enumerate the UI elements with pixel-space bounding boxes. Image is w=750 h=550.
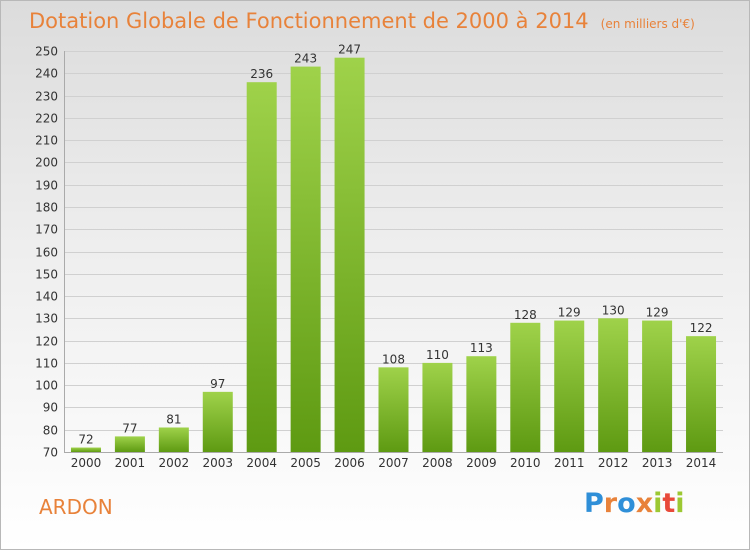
data-label: 129 (646, 306, 669, 320)
y-tick-label: 90 (43, 401, 58, 415)
data-label: 97 (210, 377, 225, 391)
data-label: 236 (250, 67, 273, 81)
logo-letter: o (617, 488, 636, 519)
x-tick-label: 2007 (378, 456, 409, 470)
x-tick-label: 2013 (642, 456, 673, 470)
bar-2003 (202, 391, 233, 452)
x-tick-label: 2014 (686, 456, 717, 470)
y-tick-label: 210 (35, 134, 58, 148)
y-tick-label: 130 (35, 312, 58, 326)
x-tick-label: 2006 (334, 456, 365, 470)
data-label: 128 (514, 308, 537, 322)
y-tick-label: 250 (35, 45, 58, 59)
x-tick-label: 2008 (422, 456, 453, 470)
x-tick-label: 2004 (246, 456, 277, 470)
x-tick-label: 2001 (115, 456, 146, 470)
bar-2008 (422, 362, 453, 452)
bar-2000 (70, 447, 101, 452)
logo-letter: x (635, 488, 654, 519)
proxiti-logo: Proxiti (584, 488, 685, 519)
x-tick-label: 2000 (71, 456, 102, 470)
logo-letter: t (662, 488, 676, 519)
logo-letter: P (584, 488, 604, 519)
logo-letter: i (675, 488, 685, 519)
y-tick-label: 110 (35, 357, 58, 371)
bar-2013 (642, 320, 673, 452)
bar-2014 (686, 336, 717, 452)
x-tick-label: 2010 (510, 456, 541, 470)
x-tick-label: 2009 (466, 456, 497, 470)
bar-2004 (246, 82, 277, 452)
bar-2010 (510, 322, 541, 452)
y-tick-label: 170 (35, 223, 58, 237)
bar-2001 (114, 436, 145, 452)
bar-2012 (598, 318, 629, 452)
y-tick-label: 150 (35, 268, 58, 282)
x-tick-label: 2005 (290, 456, 321, 470)
x-tick-label: 2002 (159, 456, 190, 470)
data-label: 247 (338, 43, 361, 57)
y-tick-label: 70 (43, 446, 58, 460)
y-tick-label: 100 (35, 379, 58, 393)
data-label: 113 (470, 341, 493, 355)
data-label: 72 (78, 433, 93, 447)
logo-letter: i (653, 488, 663, 519)
y-tick-label: 220 (35, 112, 58, 126)
commune-name: ARDON (39, 495, 113, 519)
y-tick-label: 80 (43, 424, 58, 438)
x-tick-label: 2011 (554, 456, 585, 470)
data-label: 110 (426, 348, 449, 362)
y-tick-label: 180 (35, 201, 58, 215)
data-label: 243 (294, 52, 317, 66)
bar-2009 (466, 356, 497, 452)
title-text: Dotation Globale de Fonctionnement de 20… (29, 9, 589, 33)
bar-2005 (290, 66, 321, 452)
bar-2006 (334, 57, 365, 452)
y-tick-label: 200 (35, 156, 58, 170)
x-tick-label: 2012 (598, 456, 629, 470)
x-tick-label: 2003 (202, 456, 233, 470)
logo-letter: r (603, 488, 618, 519)
y-tick-label: 120 (35, 335, 58, 349)
y-tick-label: 230 (35, 90, 58, 104)
data-label: 77 (122, 421, 137, 435)
bar-2011 (554, 320, 585, 452)
bar-2007 (378, 367, 409, 452)
bar-2002 (158, 427, 189, 452)
chart-subtitle: (en milliers d'€) (600, 17, 695, 31)
data-label: 130 (602, 303, 625, 317)
data-label: 122 (690, 321, 713, 335)
y-tick-label: 190 (35, 179, 58, 193)
y-tick-label: 140 (35, 290, 58, 304)
y-tick-label: 160 (35, 246, 58, 260)
data-label: 108 (382, 352, 405, 366)
data-label: 129 (558, 306, 581, 320)
chart-title: Dotation Globale de Fonctionnement de 20… (29, 9, 695, 33)
y-tick-label: 240 (35, 67, 58, 81)
data-label: 81 (166, 412, 181, 426)
